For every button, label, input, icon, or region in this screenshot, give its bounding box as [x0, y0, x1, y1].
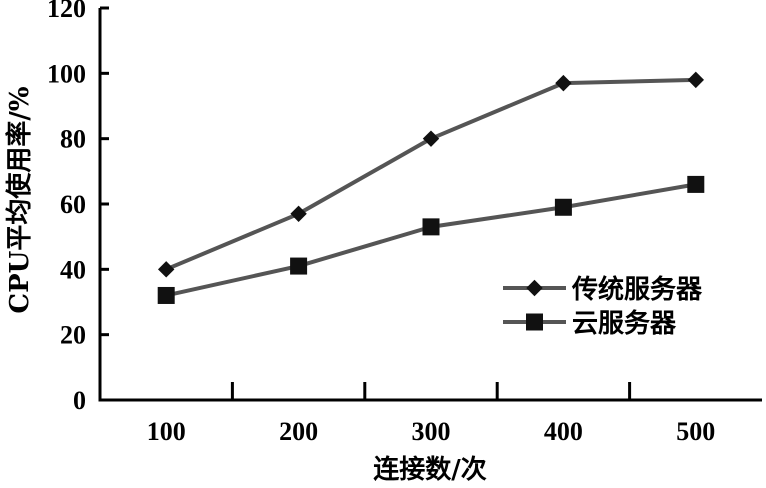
data-point — [157, 261, 175, 278]
y-tick-label: 100 — [47, 59, 86, 88]
y-axis-title: CPU平均使用率/% — [4, 86, 35, 313]
series-1 — [157, 71, 705, 278]
y-tick-label: 120 — [47, 0, 86, 23]
legend-item-2: 云服务器 — [503, 309, 677, 339]
y-tick-label: 20 — [60, 321, 86, 350]
x-tick-label: 500 — [676, 417, 715, 446]
legend-marker — [526, 313, 543, 331]
y-tick-label: 0 — [73, 386, 86, 415]
axes — [98, 8, 762, 402]
x-axis-ticks: 100 200 300 400 500 — [147, 382, 715, 446]
series-2 — [157, 175, 705, 304]
legend-label: 传统服务器 — [571, 274, 703, 305]
legend-marker — [526, 279, 543, 297]
data-point — [290, 257, 308, 275]
y-tick-label: 40 — [60, 255, 86, 284]
data-point — [157, 286, 175, 304]
x-tick-label: 300 — [412, 417, 451, 446]
data-point — [290, 205, 307, 223]
data-point — [422, 130, 440, 147]
legend-item-1: 传统服务器 — [503, 274, 703, 305]
data-point — [554, 198, 572, 216]
x-tick-label: 100 — [147, 417, 186, 446]
series-layer — [157, 71, 705, 304]
y-tick-label: 80 — [60, 125, 86, 154]
data-point — [687, 175, 705, 193]
x-tick-label: 200 — [279, 417, 318, 446]
series-line — [165, 77, 696, 272]
y-axis-ticks: 0 20 40 60 80 100 120 — [47, 0, 109, 415]
data-point — [422, 218, 440, 236]
y-tick-label: 60 — [60, 190, 86, 219]
x-axis-title: 连接数/次 — [373, 455, 487, 485]
data-point — [687, 71, 705, 89]
x-tick-label: 400 — [544, 417, 583, 446]
legend-label: 云服务器 — [572, 309, 677, 339]
data-point — [555, 74, 572, 92]
